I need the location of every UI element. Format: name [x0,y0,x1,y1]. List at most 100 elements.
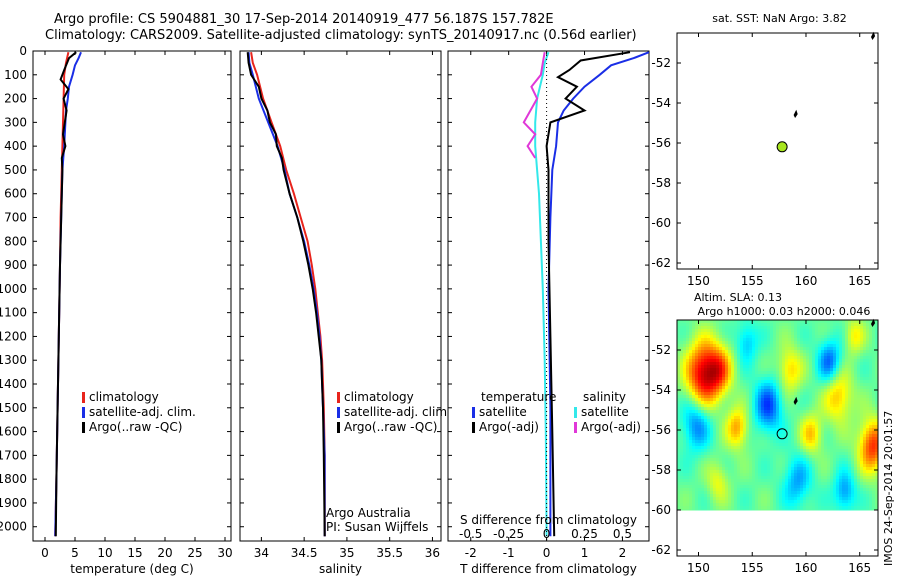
heatmap-cell [695,329,699,333]
heatmap-cell [731,359,735,363]
heatmap-cell [872,452,876,456]
heatmap-cell [770,353,774,357]
heatmap-cell [869,368,873,372]
heatmap-cell [848,458,852,462]
heatmap-cell [686,404,690,408]
heatmap-cell [710,458,714,462]
heatmap-cell [782,419,786,423]
heatmap-cell [752,434,756,438]
heatmap-cell [845,443,849,447]
heatmap-cell [761,386,765,390]
heatmap-cell [827,398,831,402]
y-tick-label: 400 [4,139,27,153]
heatmap-cell [698,449,702,453]
heatmap-cell [839,458,843,462]
heatmap-cell [710,437,714,441]
heatmap-cell [869,356,873,360]
heatmap-cell [740,437,744,441]
heatmap-cell [866,425,870,429]
heatmap-cell [860,419,864,423]
heatmap-cell [860,452,864,456]
heatmap-cell [707,449,711,453]
heatmap-cell [836,383,840,387]
heatmap-cell [683,437,687,441]
heatmap-cell [812,494,816,498]
heatmap-cell [836,398,840,402]
heatmap-cell [782,374,786,378]
heatmap-cell [812,446,816,450]
heatmap-cell [719,425,723,429]
heatmap-cell [839,362,843,366]
heatmap-cell [692,341,696,345]
legend-label: Argo(-adj) [581,420,641,434]
heatmap-cell [746,341,750,345]
heatmap-cell [827,491,831,495]
heatmap-cell [683,443,687,447]
heatmap-cell [746,350,750,354]
heatmap-cell [689,356,693,360]
heatmap-cell [824,335,828,339]
heatmap-cell [863,476,867,480]
heatmap-cell [785,494,789,498]
heatmap-cell [719,374,723,378]
heatmap-cell [704,377,708,381]
heatmap-cell [779,503,783,507]
heatmap-cell [818,326,822,330]
heatmap-cell [815,365,819,369]
heatmap-cell [836,407,840,411]
heatmap-cell [833,425,837,429]
heatmap-cell [830,464,834,468]
heatmap-cell [677,356,681,360]
heatmap-cell [776,479,780,483]
heatmap-cell [803,350,807,354]
heatmap-cell [860,443,864,447]
heatmap-cell [713,497,717,501]
heatmap-cell [761,338,765,342]
heatmap-cell [785,422,789,426]
heatmap-cell [701,434,705,438]
heatmap-cell [680,494,684,498]
heatmap-cell [737,503,741,507]
heatmap-cell [857,398,861,402]
heatmap-cell [770,446,774,450]
heatmap-cell [743,506,747,510]
heatmap-cell [746,470,750,474]
heatmap-cell [749,476,753,480]
heatmap-cell [785,464,789,468]
heatmap-cell [860,404,864,408]
heatmap-cell [734,476,738,480]
heatmap-cell [770,506,774,510]
heatmap-cell [692,335,696,339]
heatmap-cell [818,413,822,417]
heatmap-cell [800,449,804,453]
heatmap-cell [857,440,861,444]
heatmap-cell [767,362,771,366]
heatmap-cell [692,359,696,363]
x-tick-label: -2 [465,546,477,560]
heatmap-cell [749,440,753,444]
heatmap-cell [713,476,717,480]
heatmap-cell [782,353,786,357]
heatmap-cell [824,455,828,459]
heatmap-cell [806,446,810,450]
heatmap-cell [797,386,801,390]
heatmap-cell [866,452,870,456]
heatmap-cell [779,479,783,483]
heatmap-cell [710,422,714,426]
heatmap-cell [683,488,687,492]
heatmap-cell [866,398,870,402]
heatmap-cell [839,488,843,492]
heatmap-cell [743,416,747,420]
heatmap-cell [821,428,825,432]
heatmap-cell [719,413,723,417]
heatmap-cell [689,428,693,432]
heatmap-cell [824,488,828,492]
heatmap-cell [860,488,864,492]
heatmap-cell [860,329,864,333]
heatmap-cell [731,491,735,495]
heatmap-cell [713,386,717,390]
heatmap-cell [848,446,852,450]
heatmap-cell [800,440,804,444]
heatmap-cell [680,491,684,495]
heatmap-cell [704,470,708,474]
